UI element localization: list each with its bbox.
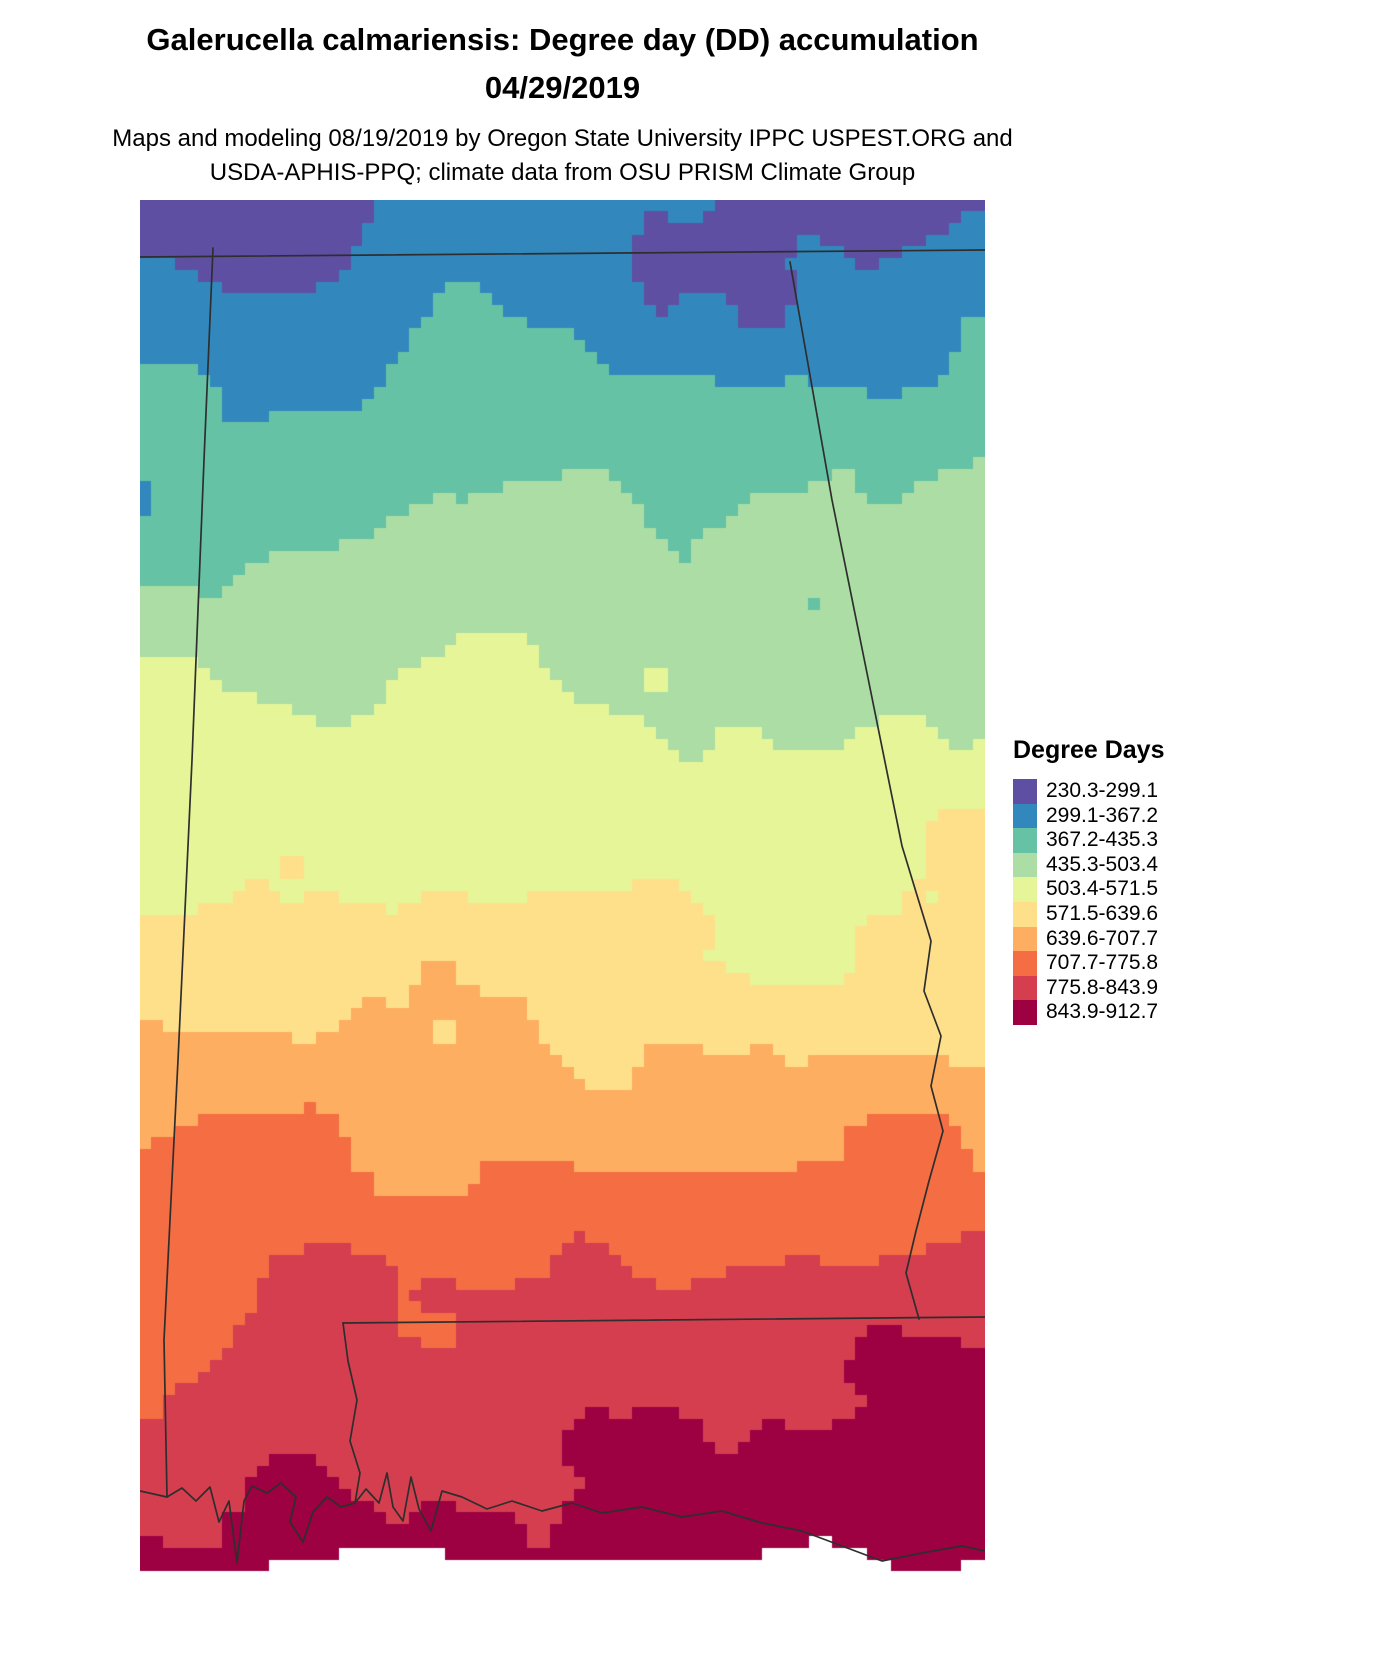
- legend-color-swatch: [1013, 877, 1037, 902]
- legend: Degree Days 230.3-299.1 299.1-367.2 367.2-…: [1013, 736, 1164, 1025]
- legend-color-swatch: [1013, 975, 1037, 1001]
- legend-entry: 707.7-775.8: [1013, 951, 1164, 976]
- figure-header: Galerucella calmariensis: Degree day (DD…: [0, 16, 1125, 190]
- legend-entry: 435.3-503.4: [1013, 852, 1164, 878]
- alabama-west-border-line: [163, 247, 214, 1498]
- figure-title: Galerucella calmariensis: Degree day (DD…: [0, 16, 1125, 112]
- legend-entry-label: 843.9-912.7: [1046, 1000, 1159, 1024]
- legend-entry: 571.5-639.6: [1013, 901, 1164, 927]
- map-area: [140, 200, 985, 1595]
- legend-color-swatch: [1013, 951, 1037, 976]
- legend-entry: 775.8-843.9: [1013, 975, 1164, 1001]
- legend-entry-label: 775.8-843.9: [1046, 975, 1159, 999]
- legend-entry-label: 435.3-503.4: [1046, 852, 1159, 876]
- legend-entry-label: 707.7-775.8: [1046, 951, 1159, 975]
- alabama-east-border-line: [789, 261, 944, 1320]
- legend-entry-label: 503.4-571.5: [1046, 877, 1159, 901]
- legend-color-swatch: [1013, 901, 1037, 927]
- legend-entry: 230.3-299.1: [1013, 779, 1164, 804]
- legend-entry: 299.1-367.2: [1013, 803, 1164, 829]
- legend-entry: 367.2-435.3: [1013, 828, 1164, 853]
- legend-entry-label: 367.2-435.3: [1046, 828, 1159, 852]
- perdido-river-border-line: [342, 1322, 361, 1504]
- state-borders-overlay: [140, 247, 985, 1564]
- legend-entry: 503.4-571.5: [1013, 877, 1164, 902]
- florida-border-line: [342, 1316, 985, 1324]
- figure-title-date: 04/29/2019: [484, 70, 641, 106]
- legend-title: Degree Days: [1013, 736, 1165, 764]
- legend-entry-label: 639.6-707.7: [1046, 926, 1159, 950]
- figure-title-line1: Galerucella calmariensis: Degree day (DD…: [146, 22, 979, 57]
- legend-entries: 230.3-299.1 299.1-367.2 367.2-435.3 435.3-5…: [1013, 779, 1164, 1025]
- degree-day-raster-map: [140, 200, 985, 1595]
- legend-entry-label: 230.3-299.1: [1046, 779, 1159, 802]
- legend-color-swatch: [1013, 1000, 1037, 1025]
- tennessee-border-line: [140, 249, 985, 258]
- legend-color-swatch: [1013, 926, 1037, 952]
- gulf-coastline: [140, 1472, 985, 1564]
- figure-subtitle-line1: Maps and modeling 08/19/2019 by Oregon S…: [112, 125, 1013, 153]
- legend-color-swatch: [1013, 779, 1037, 804]
- legend-color-swatch: [1013, 828, 1037, 853]
- figure-subtitle-line2: USDA-APHIS-PPQ; climate data from OSU PR…: [209, 159, 916, 187]
- figure-subtitle: Maps and modeling 08/19/2019 by Oregon S…: [0, 122, 1125, 190]
- legend-entry-label: 299.1-367.2: [1046, 803, 1159, 827]
- legend-entry: 639.6-707.7: [1013, 926, 1164, 952]
- legend-color-swatch: [1013, 803, 1037, 829]
- legend-entry-label: 571.5-639.6: [1046, 901, 1159, 925]
- legend-entry: 843.9-912.7: [1013, 1000, 1164, 1025]
- legend-color-swatch: [1013, 852, 1037, 878]
